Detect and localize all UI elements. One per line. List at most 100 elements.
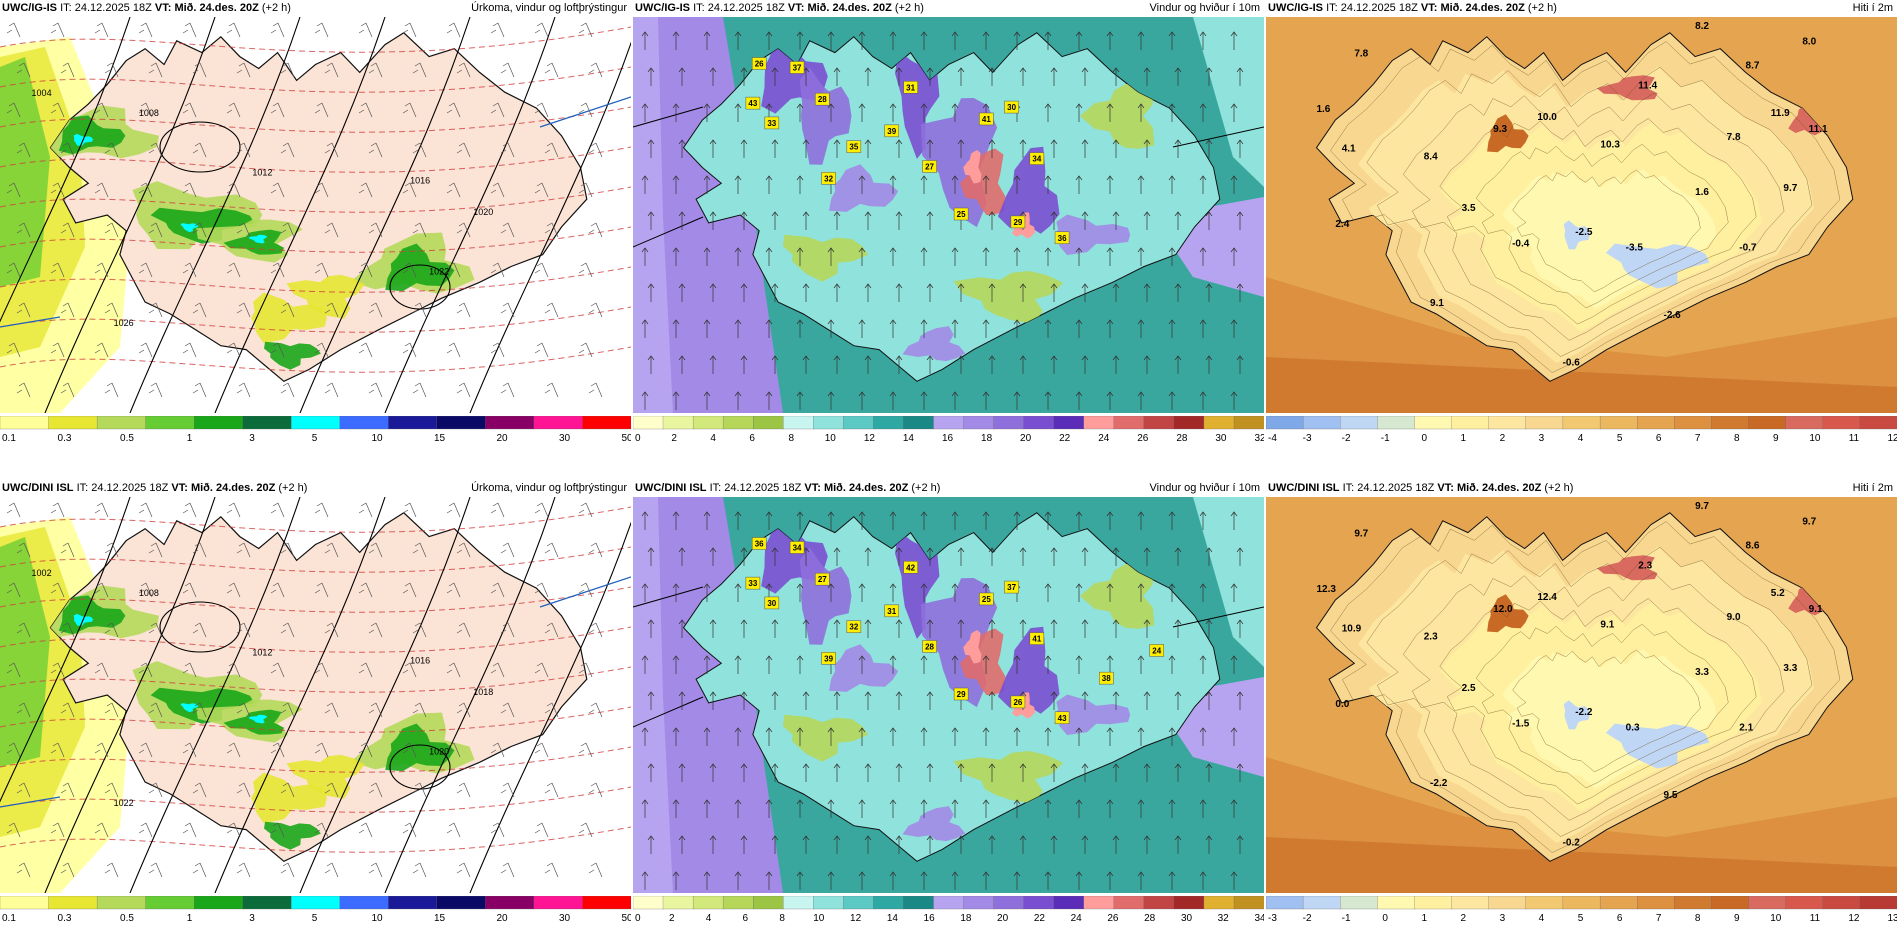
isobar-label: 1022: [429, 266, 449, 276]
wind-barb: [182, 582, 197, 598]
temperature-value: -0.7: [1739, 243, 1757, 254]
wind-arrow: [641, 319, 649, 338]
colorbar-swatch: [1377, 896, 1416, 910]
wind-barb: [104, 382, 119, 398]
isobar: [0, 17, 131, 323]
wind-arrow: [709, 547, 717, 566]
wind-barb: [578, 662, 593, 678]
wind-barb: [578, 22, 593, 38]
wind-arrow: [641, 103, 649, 122]
isobar-label: 1016: [410, 175, 430, 185]
colorbar-tick-label: 9: [1773, 433, 1779, 444]
temp-region: [1502, 649, 1717, 789]
gust-label: 28: [815, 92, 830, 106]
wind-arrow: [1050, 619, 1058, 638]
gust-label-box: [979, 112, 994, 126]
wind-barb: [138, 502, 153, 518]
wind-arrow: [1075, 871, 1083, 890]
wind-barb: [94, 182, 109, 198]
colorbar-swatch: [1599, 896, 1638, 910]
wind-arrow: [1168, 799, 1176, 818]
gust-label: 26: [751, 57, 767, 70]
wind-arrow: [1137, 391, 1145, 410]
colorbar-tick-label: 30: [1181, 913, 1193, 924]
gust-value: 26: [1013, 698, 1022, 707]
wind-cell: [799, 67, 852, 165]
wind-barb: [104, 702, 119, 718]
precip-cell: [264, 821, 321, 850]
wind-cell: [1054, 694, 1131, 736]
panel-title: Hiti í 2m: [1852, 2, 1893, 14]
wind-barb: [148, 862, 163, 878]
wind-arrow: [765, 727, 773, 746]
isobar-closed: [389, 744, 451, 790]
wind-arrow: [771, 355, 779, 374]
colorbar-tick-label: -3: [1303, 433, 1312, 444]
wind-arrow: [678, 211, 686, 230]
panel-title: Vindur og hviður í 10m: [1149, 2, 1260, 14]
wind-barb: [192, 382, 207, 398]
wind-barb: [148, 542, 163, 558]
wind-arrow: [957, 835, 965, 854]
wind-arrow: [1168, 391, 1176, 410]
colorbar-tick-label: 9: [1734, 913, 1740, 924]
wind-barb: [192, 862, 207, 878]
isobar-label: 1012: [252, 647, 272, 657]
wind-arrow: [1106, 103, 1114, 122]
isobar: [214, 17, 386, 413]
temperature-value: 9.7: [1783, 183, 1797, 194]
wind-arrow: [1075, 511, 1083, 530]
gust-value: 37: [793, 63, 802, 72]
wind-arrow: [1112, 211, 1120, 230]
wind-barb: [138, 822, 153, 838]
wind-arrow: [709, 211, 717, 230]
wind-barb: [236, 142, 251, 158]
wind-arrow: [771, 691, 779, 710]
wind-arrow: [703, 655, 711, 674]
gust-label-box: [903, 561, 918, 574]
gust-label-box: [764, 596, 780, 610]
wind-arrow: [895, 547, 903, 566]
wind-barb: [94, 822, 109, 838]
wind-barb: [60, 302, 75, 318]
gust-label-box: [1010, 695, 1026, 709]
wind-barb: [6, 822, 21, 838]
colorbar-swatch: [1340, 416, 1378, 430]
gust-label-box: [979, 592, 994, 606]
wind-arrow: [678, 763, 686, 782]
wind-arrow: [858, 247, 866, 266]
wind-arrow: [1205, 763, 1213, 782]
temperature-value: 8.4: [1424, 152, 1438, 163]
colorbar-tick-label: 0.3: [58, 913, 72, 924]
map-precip: 1004 1008 1012 1016 1020 1022 1026: [0, 17, 631, 413]
temperature-value: 9.1: [1600, 620, 1614, 631]
wind-cell: [1080, 83, 1155, 149]
wind-arrow: [1174, 211, 1182, 230]
temperature-contour: [1366, 546, 1813, 837]
wind-barb: [534, 182, 549, 198]
wind-arrow: [889, 655, 897, 674]
wind-arrow: [1044, 31, 1052, 50]
temperature-value: 8.2: [1695, 21, 1709, 32]
gust-label: 33: [764, 116, 780, 130]
wind-arrow: [734, 31, 742, 50]
colorbar-tick-label: 6: [1617, 913, 1623, 924]
wind-barb: [446, 182, 461, 198]
wind-barb: [226, 662, 241, 678]
wind-barb: [402, 662, 417, 678]
isobar-closed: [159, 121, 241, 173]
wind-arrow: [1143, 691, 1151, 710]
temperature-value: -2.5: [1575, 227, 1593, 238]
temperature-value: 2.1: [1739, 723, 1753, 734]
wind-arrow: [678, 283, 686, 302]
wind-barb: [314, 822, 329, 838]
colorbar-tick-label: 12: [1887, 433, 1897, 444]
wind-barb: [182, 822, 197, 838]
gust-label-box: [745, 96, 761, 110]
wind-arrow: [647, 139, 655, 158]
wind-arrow: [672, 31, 680, 50]
colorbar-tick-label: -1: [1381, 433, 1390, 444]
model-name: UWC/IG-IS: [2, 2, 57, 14]
colorbar-swatch: [1173, 416, 1205, 430]
wind-barb: [402, 582, 417, 598]
